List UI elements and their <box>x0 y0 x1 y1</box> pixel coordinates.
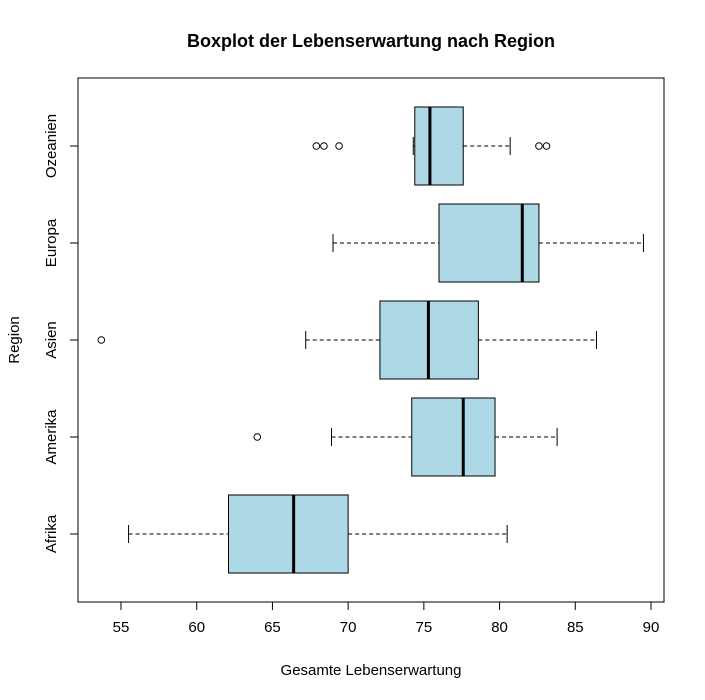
y-tick-label-asien: Asien <box>43 321 60 359</box>
chart-title: Boxplot der Lebenserwartung nach Region <box>187 31 555 51</box>
x-tick-label-55: 55 <box>113 619 130 636</box>
y-axis-label: Region <box>6 316 23 364</box>
x-tick-label-80: 80 <box>491 619 508 636</box>
box-afrika <box>228 494 349 574</box>
x-tick-label-90: 90 <box>643 619 660 636</box>
outlier-asien-0 <box>97 336 106 344</box>
outlier-ozeanien-4 <box>542 142 551 150</box>
box-group-ozeanien <box>312 106 551 186</box>
y-tick-label-amerika: Amerika <box>43 409 60 465</box>
box-group-amerika <box>253 397 558 477</box>
boxes-layer <box>97 106 644 574</box>
x-tick-label-65: 65 <box>264 619 281 636</box>
outlier-ozeanien-0 <box>312 142 321 150</box>
x-tick-label-60: 60 <box>188 619 205 636</box>
x-axis: 55 60 65 70 75 80 85 90 <box>113 601 660 636</box>
y-tick-label-ozeanien: Ozeanien <box>43 114 60 178</box>
box-group-asien <box>97 300 597 380</box>
x-axis-label: Gesamte Lebenserwartung <box>281 662 462 679</box>
x-tick-label-75: 75 <box>416 619 433 636</box>
outlier-ozeanien-3 <box>535 142 543 150</box>
box-group-europa <box>332 203 644 283</box>
y-tick-label-afrika: Afrika <box>43 514 60 553</box>
box-europa <box>438 203 540 283</box>
outlier-ozeanien-1 <box>320 142 328 150</box>
x-tick-label-70: 70 <box>340 619 357 636</box>
outlier-ozeanien-2 <box>335 142 343 150</box>
outlier-amerika-0 <box>253 433 262 441</box>
y-axis: Afrika Amerika Asien Europa Ozeanien <box>43 114 79 553</box>
x-tick-label-85: 85 <box>567 619 584 636</box>
box-amerika <box>411 397 496 477</box>
y-tick-label-europa: Europa <box>43 218 60 267</box>
box-ozeanien <box>414 106 464 186</box>
box-group-afrika <box>128 494 508 574</box>
